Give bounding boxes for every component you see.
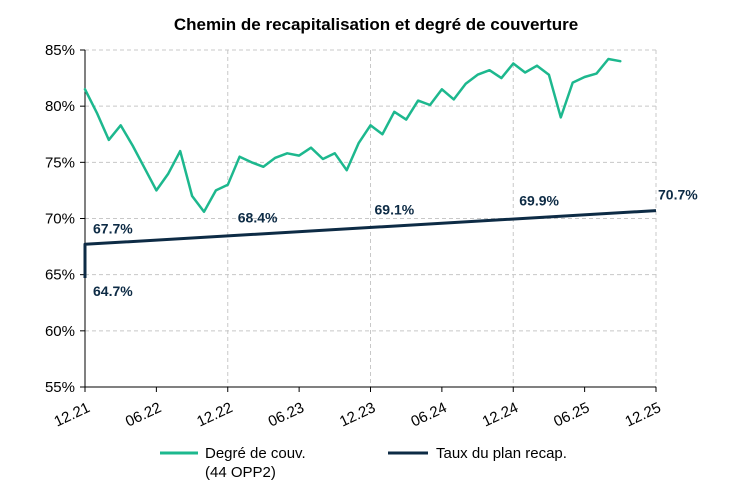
- x-tick-label: 12.25: [622, 399, 663, 430]
- x-axis-ticks: 12.21 06.22 12.22 06.23 12.23 06.24 12.24 06.25…: [51, 399, 663, 430]
- y-tick-label: 70%: [45, 211, 75, 228]
- data-label: 67.7%: [93, 220, 133, 236]
- y-tick-label: 75%: [45, 154, 75, 171]
- legend-label-coverage: Degré de couv.: [205, 445, 306, 462]
- data-label: 70.7%: [658, 187, 698, 203]
- x-tick-label: 06.22: [123, 399, 164, 430]
- data-label: 69.1%: [375, 202, 415, 218]
- x-tick-label: 12.24: [480, 399, 521, 430]
- x-tick-label: 12.21: [51, 399, 92, 430]
- grid: [85, 49, 657, 387]
- x-tick-label: 06.25: [551, 399, 592, 430]
- y-tick-label: 60%: [45, 323, 75, 340]
- data-labels: 67.7% 64.7% 68.4% 69.1% 69.9% 70.7%: [93, 187, 698, 299]
- y-tick-label: 80%: [45, 98, 75, 115]
- legend-label-coverage: (44 OPP2): [205, 464, 276, 481]
- axes: [80, 49, 657, 392]
- chart-title: Chemin de recapitalisation et degré de c…: [174, 15, 578, 34]
- x-tick-label: 12.22: [194, 399, 235, 430]
- coverage-ratio-line: [83, 57, 622, 214]
- data-label: 64.7%: [93, 283, 133, 299]
- legend: Degré de couv. (44 OPP2) Taux du plan reca…: [160, 445, 567, 481]
- y-axis-ticks: 55% 60% 65% 70% 75% 80% 85%: [45, 42, 75, 396]
- y-tick-label: 65%: [45, 267, 75, 284]
- data-label: 68.4%: [238, 209, 278, 225]
- legend-label-plan: Taux du plan recap.: [436, 445, 567, 462]
- y-tick-label: 55%: [45, 379, 75, 396]
- x-tick-label: 06.24: [408, 399, 449, 430]
- series-group: [83, 57, 657, 278]
- y-tick-label: 85%: [45, 42, 75, 59]
- recap-plan-line: [83, 209, 657, 278]
- data-label: 69.9%: [519, 193, 559, 209]
- x-tick-label: 06.23: [266, 399, 307, 430]
- x-tick-label: 12.23: [337, 399, 378, 430]
